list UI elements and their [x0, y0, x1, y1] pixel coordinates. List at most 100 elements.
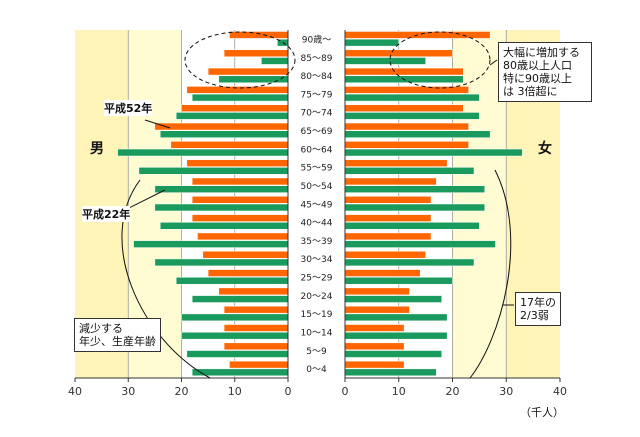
bar-male [229, 360, 289, 369]
age-tick-label: 75～79 [301, 90, 333, 100]
arc-right [469, 169, 512, 379]
annotation-elderly-increase: 大幅に増加する 80歳以上人口 特に90歳以上 は 3倍超に [498, 42, 592, 102]
bar-female [344, 141, 469, 149]
age-tick-label: 30～34 [301, 255, 333, 265]
bar-female [344, 350, 442, 358]
bar-male [202, 251, 289, 259]
bar-male [175, 277, 289, 285]
bar-female [344, 159, 448, 167]
bar-female [344, 232, 432, 241]
bar-female [344, 277, 453, 285]
bar-male [191, 177, 289, 186]
left-x-tick-label: 20 [175, 385, 189, 398]
bar-female [344, 331, 448, 340]
age-tick-label: 35～39 [301, 237, 333, 247]
bar-male [223, 305, 289, 314]
label-2010: 平成22年 [82, 206, 131, 222]
bar-male [186, 86, 289, 94]
female-label: 女 [538, 141, 552, 157]
bar-male [223, 324, 289, 332]
bar-female [344, 104, 464, 112]
age-tick-label: 15～19 [301, 310, 333, 320]
bar-female [344, 295, 442, 303]
pointer-2010 [124, 189, 166, 211]
bar-female [344, 368, 437, 377]
bar-female [344, 305, 410, 314]
age-tick-label: 90歳～ [302, 33, 331, 45]
bar-male [138, 167, 289, 175]
bar-female [344, 167, 475, 175]
bar-male [186, 159, 289, 167]
bar-female [344, 287, 410, 296]
bar-male [133, 240, 289, 248]
bar-female [344, 342, 405, 351]
bar-female [344, 177, 437, 186]
pointer-top-note [489, 59, 498, 66]
bar-male [117, 148, 289, 157]
dashed-ellipse-right [389, 31, 491, 89]
bar-female [344, 313, 448, 322]
bar-male [191, 196, 289, 204]
bar-male [223, 49, 289, 57]
age-tick-label: 10～14 [301, 329, 333, 339]
annotation-decrease: 減少する 年少、生産年齢 [74, 318, 161, 352]
age-tick-label: 25～29 [301, 274, 333, 284]
left-x-tick-label: 0 [285, 385, 292, 398]
age-tick-label: 45～49 [301, 200, 333, 210]
bar-female [344, 196, 432, 204]
bar-male [181, 104, 289, 112]
bar-female [344, 240, 496, 248]
annotation-two-thirds: 17年の 2/3弱 [515, 292, 561, 326]
bar-male [218, 75, 289, 83]
right-x-tick-label: 30 [499, 385, 513, 398]
age-tick-label: 0～4 [306, 365, 327, 375]
left-x-tick-label: 40 [68, 385, 82, 398]
bar-male [207, 67, 289, 76]
right-x-tick-label: 20 [446, 385, 460, 398]
age-tick-label: 55～59 [301, 164, 333, 174]
bar-male [170, 141, 289, 149]
bar-male [154, 122, 289, 131]
bar-female [344, 130, 491, 138]
bar-male [191, 368, 289, 377]
age-tick-label: 70～74 [301, 109, 333, 119]
bar-male [154, 185, 289, 193]
bar-female [344, 324, 405, 332]
bar-male [175, 112, 289, 120]
arc-left [121, 179, 211, 379]
bar-male [181, 331, 289, 340]
bar-male [261, 57, 289, 65]
bar-male [207, 269, 289, 277]
left-x-tick-label: 30 [121, 385, 135, 398]
male-label: 男 [90, 141, 104, 157]
bar-female [344, 122, 469, 131]
bar-male [154, 203, 289, 212]
label-2040: 平成52年 [104, 100, 153, 116]
right-x-tick-label: 10 [392, 385, 406, 398]
bar-female [344, 67, 464, 76]
bar-male [218, 287, 289, 296]
bar-male [191, 295, 289, 303]
bar-male [223, 342, 289, 351]
bar-male [186, 350, 289, 358]
bar-female [344, 57, 426, 65]
bar-male [197, 232, 289, 241]
bar-female [344, 258, 475, 267]
bar-female [344, 214, 432, 222]
age-tick-label: 40～44 [301, 219, 333, 229]
bar-female [344, 38, 399, 47]
age-tick-label: 60～64 [301, 145, 333, 155]
bar-female [344, 222, 480, 230]
bar-female [344, 203, 485, 212]
bar-male [154, 258, 289, 267]
age-tick-label: 65～69 [301, 127, 333, 137]
bar-male [159, 130, 289, 138]
bar-female [344, 93, 480, 102]
unit-label: （千人） [520, 406, 564, 419]
dashed-ellipse-left [184, 31, 296, 89]
bar-female [344, 185, 485, 193]
age-tick-label: 20～24 [301, 292, 333, 302]
bar-male [191, 214, 289, 222]
age-tick-label: 50～54 [301, 182, 333, 192]
right-x-tick-label: 0 [342, 385, 349, 398]
